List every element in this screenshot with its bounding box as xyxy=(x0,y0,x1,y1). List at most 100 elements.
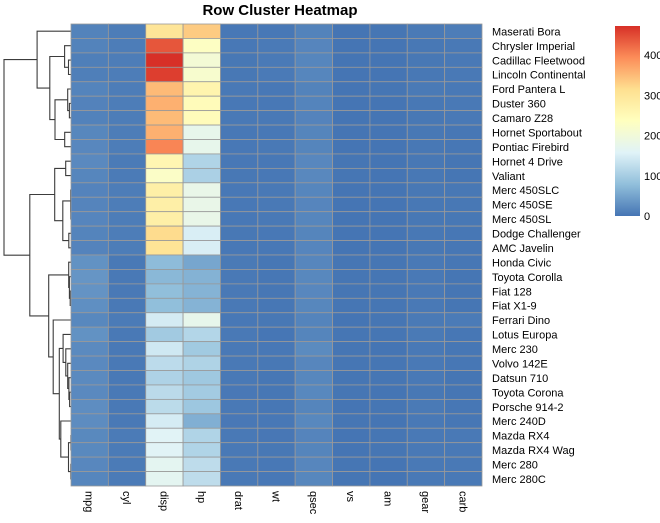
heatmap-cell xyxy=(70,341,109,357)
heatmap-cell xyxy=(70,182,109,198)
heatmap-cell xyxy=(70,355,109,371)
heatmap-cell xyxy=(182,254,221,270)
heatmap-cell xyxy=(107,225,147,241)
heatmap-cell xyxy=(444,269,483,285)
heatmap-cell xyxy=(145,240,184,256)
heatmap-cell xyxy=(369,312,408,328)
heatmap-cell xyxy=(369,297,408,314)
heatmap-cell xyxy=(182,269,221,285)
heatmap-cell xyxy=(107,312,147,328)
heatmap-cell xyxy=(107,326,147,343)
heatmap-cell xyxy=(369,81,408,97)
heatmap-cell xyxy=(257,283,296,299)
row-label: Volvo 142E xyxy=(492,358,548,370)
heatmap-cell xyxy=(294,341,333,357)
heatmap-cell xyxy=(220,196,259,213)
heatmap-cell xyxy=(182,95,221,112)
row-label: Hornet 4 Drive xyxy=(492,156,563,168)
heatmap-cell xyxy=(406,269,446,285)
heatmap-cell xyxy=(332,23,371,39)
heatmap-cell xyxy=(294,196,333,213)
heatmap-cell xyxy=(107,355,147,371)
heatmap-cell xyxy=(406,66,446,83)
heatmap-cell xyxy=(145,355,184,371)
heatmap-cell xyxy=(294,456,333,472)
row-label: Duster 360 xyxy=(492,99,546,111)
column-label: carb xyxy=(456,491,468,512)
heatmap-cell xyxy=(444,240,483,256)
heatmap-cell xyxy=(107,283,147,299)
heatmap-cell xyxy=(145,52,184,68)
heatmap-cell xyxy=(332,81,371,97)
heatmap-cell xyxy=(182,196,221,213)
heatmap-cell xyxy=(444,196,483,213)
heatmap-cell xyxy=(332,312,371,328)
heatmap-cell xyxy=(257,427,296,444)
heatmap-cell xyxy=(406,355,446,371)
heatmap-cell xyxy=(444,66,483,83)
heatmap-cell xyxy=(332,240,371,256)
heatmap-cell xyxy=(257,225,296,241)
heatmap-cell xyxy=(145,326,184,343)
heatmap-cell xyxy=(332,254,371,270)
heatmap-cell xyxy=(332,196,371,213)
heatmap-cell xyxy=(294,471,333,487)
heatmap-cell xyxy=(70,240,109,256)
heatmap-cell xyxy=(182,211,221,227)
heatmap-cell xyxy=(406,283,446,299)
heatmap-cell xyxy=(220,442,259,458)
heatmap-cell xyxy=(70,95,109,112)
heatmap-cell xyxy=(444,182,483,198)
heatmap-cell xyxy=(444,23,483,39)
heatmap-cell xyxy=(257,81,296,97)
heatmap-cell xyxy=(182,471,221,487)
heatmap-cell xyxy=(70,254,109,270)
heatmap-cell xyxy=(406,297,446,314)
heatmap-cell xyxy=(406,456,446,472)
heatmap-cell xyxy=(369,398,408,415)
heatmap-cell xyxy=(332,297,371,314)
heatmap-cell xyxy=(369,124,408,140)
row-label: Fiat X1-9 xyxy=(492,301,537,313)
heatmap-cell xyxy=(332,167,371,184)
heatmap-cell xyxy=(369,355,408,371)
heatmap-cell xyxy=(369,326,408,343)
heatmap-cell xyxy=(220,269,259,285)
heatmap-cell xyxy=(294,370,333,386)
row-label: Toyota Corona xyxy=(492,387,564,399)
heatmap-cell xyxy=(107,81,147,97)
heatmap-cell xyxy=(145,95,184,112)
heatmap-cell xyxy=(182,456,221,472)
heatmap-cell xyxy=(145,413,184,429)
heatmap-cell xyxy=(145,182,184,198)
heatmap-cell xyxy=(182,167,221,184)
heatmap-cell xyxy=(369,456,408,472)
heatmap-cell xyxy=(70,370,109,386)
heatmap-cell xyxy=(406,211,446,227)
heatmap-cell xyxy=(145,66,184,83)
row-label: Merc 230 xyxy=(492,344,538,356)
chart-title: Row Cluster Heatmap xyxy=(202,2,357,19)
heatmap-cell xyxy=(444,225,483,241)
row-labels: Maserati Bora Chrysler Imperial Cadillac F… xyxy=(492,26,586,486)
heatmap-cell xyxy=(444,38,483,54)
row-label: Merc 240D xyxy=(492,416,546,428)
heatmap-cell xyxy=(257,254,296,270)
heatmap-cell xyxy=(369,52,408,68)
heatmap-cell xyxy=(107,110,147,126)
heatmap-cell xyxy=(369,167,408,184)
heatmap-cell xyxy=(294,254,333,270)
heatmap-cell xyxy=(182,341,221,357)
heatmap-cell xyxy=(182,297,221,314)
heatmap-cell xyxy=(294,182,333,198)
heatmap-cell xyxy=(257,341,296,357)
heatmap-cell xyxy=(107,370,147,386)
heatmap-cell xyxy=(406,427,446,444)
legend-tick-label: 400 xyxy=(644,50,660,62)
legend-tick-label: 300 xyxy=(644,90,660,102)
column-label: wt xyxy=(270,490,282,502)
heatmap-cell xyxy=(70,283,109,299)
row-label: Lotus Europa xyxy=(492,330,558,342)
heatmap-cell xyxy=(107,297,147,314)
heatmap-cell xyxy=(444,139,483,155)
